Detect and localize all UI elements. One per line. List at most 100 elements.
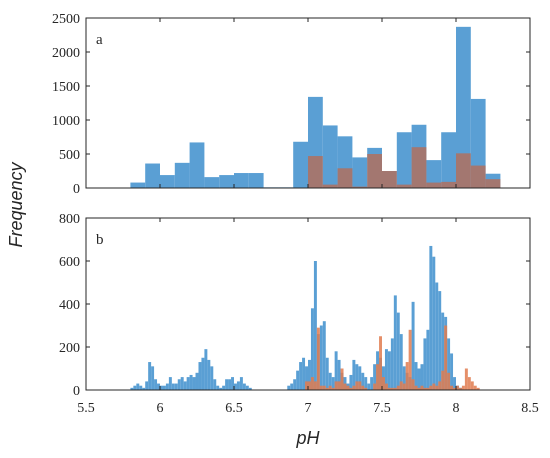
panel-b-series1-bar: [370, 377, 374, 390]
panel-b-series2-bar: [464, 368, 468, 390]
panel-b-series1-bar: [157, 383, 160, 390]
x-tick-label: 5.5: [77, 401, 95, 416]
panel-a-series1-bar: [130, 182, 146, 188]
panel-b-series1-bar: [328, 372, 332, 390]
panel-b-series2-bar: [358, 381, 362, 390]
y-tick-label: 600: [59, 255, 80, 270]
panel-b-series1-bar: [367, 383, 371, 390]
panel-b-series1-bar: [287, 385, 291, 390]
panel-b-series1-bar: [290, 383, 294, 390]
panel-b-series1-bar: [162, 385, 166, 390]
panel-a-series1-bar: [426, 160, 442, 188]
y-tick-label: 1500: [52, 80, 80, 95]
panel-b-series2-bar: [343, 383, 347, 390]
panel-b-series2-bar: [313, 381, 317, 390]
panel-b-series1-bar: [198, 362, 202, 390]
panel-b-series2-bar: [364, 387, 368, 390]
panel-b-series1-bar: [174, 383, 178, 390]
panel-b-series2-bar: [393, 387, 397, 390]
panel-b-series1-bar: [393, 295, 397, 390]
panel-b-series2-bar: [438, 381, 442, 390]
panel-b-series1-bar: [148, 362, 152, 390]
panel-b-series1-bar: [234, 383, 237, 390]
panel-b-series1-bar: [358, 366, 362, 390]
panel-b-series1-bar: [387, 351, 391, 390]
panel-a-series2-bar: [485, 179, 501, 188]
panel-b-series1-bar: [293, 379, 297, 390]
panel-b-series2-bar: [461, 385, 465, 390]
panel-b-series2-bar: [387, 387, 391, 390]
panel-b-series2-bar: [328, 385, 332, 390]
panel-b-series1-bar: [373, 364, 377, 390]
panel-b-series1-bar: [216, 385, 220, 390]
panel-b-series1-bar: [325, 357, 329, 390]
panel-b-series1-bar: [201, 357, 205, 390]
panel-b-series1-bar: [130, 387, 134, 390]
panel-b-series1-bar: [168, 377, 172, 390]
panel-a-series1-bar: [234, 173, 249, 188]
panel-b-series1-bar: [429, 245, 433, 390]
panel-b-series1-bar: [225, 379, 229, 390]
panel-a-series1-bar: [322, 125, 338, 188]
panel-b-series1-bar: [426, 329, 430, 390]
panel-b-series2-bar: [405, 362, 409, 390]
panel-a-series2-bar: [322, 184, 338, 188]
panel-b-series1-bar: [390, 338, 394, 390]
panel-a-series1-bar: [352, 157, 368, 188]
panel-a-series2-bar: [308, 156, 323, 188]
panel-b-series1-bar: [402, 366, 406, 390]
panel-a: 0 500 1000 1500 2000 2500 a: [52, 12, 531, 197]
y-axis-title: Frequency: [6, 161, 26, 247]
panel-b-series1-bar: [195, 372, 199, 390]
panel-b-series2-bar: [337, 381, 341, 390]
y-tick-label: 400: [59, 298, 80, 313]
y-tick-label: 0: [73, 384, 80, 399]
panel-b-series2-bar: [458, 387, 462, 390]
y-tick-label: 1000: [52, 114, 80, 129]
panel-a-series1-bar: [248, 173, 264, 188]
x-tick-label: 7.5: [373, 401, 391, 416]
panel-b-series1-bar: [310, 308, 314, 390]
panel-b-series1-bar: [204, 349, 208, 390]
panel-b-series2-bar: [340, 368, 344, 390]
panel-a-series1-bar: [456, 26, 471, 189]
panel-b-series1-bar: [136, 383, 140, 390]
panel-b-series2-bar: [379, 336, 382, 390]
panel-a-series1-bar: [441, 132, 456, 188]
panel-b-series2-bar: [420, 385, 424, 390]
x-tick-label: 6: [157, 401, 164, 416]
panel-a-series1-bar: [160, 175, 175, 188]
panel-b-series2-bar: [376, 364, 380, 390]
panel-b-series1-bar: [154, 379, 158, 390]
panel-b-series1-bar: [305, 366, 308, 390]
panel-b-series1-bar: [296, 370, 300, 390]
panel-a-label: a: [96, 32, 103, 48]
panel-b-series1-bar: [171, 383, 175, 390]
y-tick-label: 200: [59, 341, 80, 356]
panel-b-series1-bar: [319, 325, 323, 390]
panel-a-series2-bar: [396, 184, 412, 188]
panel-b-series2-bar: [322, 385, 326, 390]
panel-b-series1-bar: [322, 321, 326, 390]
panel-b-series2-bar: [390, 387, 394, 390]
panel-b-series1-bar: [299, 362, 303, 390]
panel-b-series1-bar: [435, 282, 439, 390]
panel-b-series2-bar: [444, 325, 448, 390]
panel-b: 0 200 400 600 800 5.5 6 6.5 7 7.5 8 8.5 b: [59, 212, 539, 416]
panel-b-series1-bar: [133, 385, 137, 390]
panel-a-series1-bar: [219, 175, 234, 188]
panel-b-series1-bar: [186, 377, 190, 390]
panel-b-series1-bar: [308, 359, 311, 390]
panel-b-series2-bar: [346, 385, 350, 390]
panel-a-series1-bar: [189, 142, 205, 188]
panel-b-series1-bar: [337, 359, 341, 390]
panel-a-ticks: 0 500 1000 1500 2000 2500: [52, 12, 531, 197]
panel-b-series1-bar: [302, 357, 306, 390]
panel-b-series1-bar: [189, 374, 193, 390]
panel-b-series2-bar: [453, 387, 456, 390]
panel-b-series1-bar: [160, 385, 163, 390]
panel-b-series1-bar: [213, 379, 217, 390]
y-tick-label: 2000: [52, 46, 80, 61]
panel-b-series1-bar: [239, 377, 243, 390]
